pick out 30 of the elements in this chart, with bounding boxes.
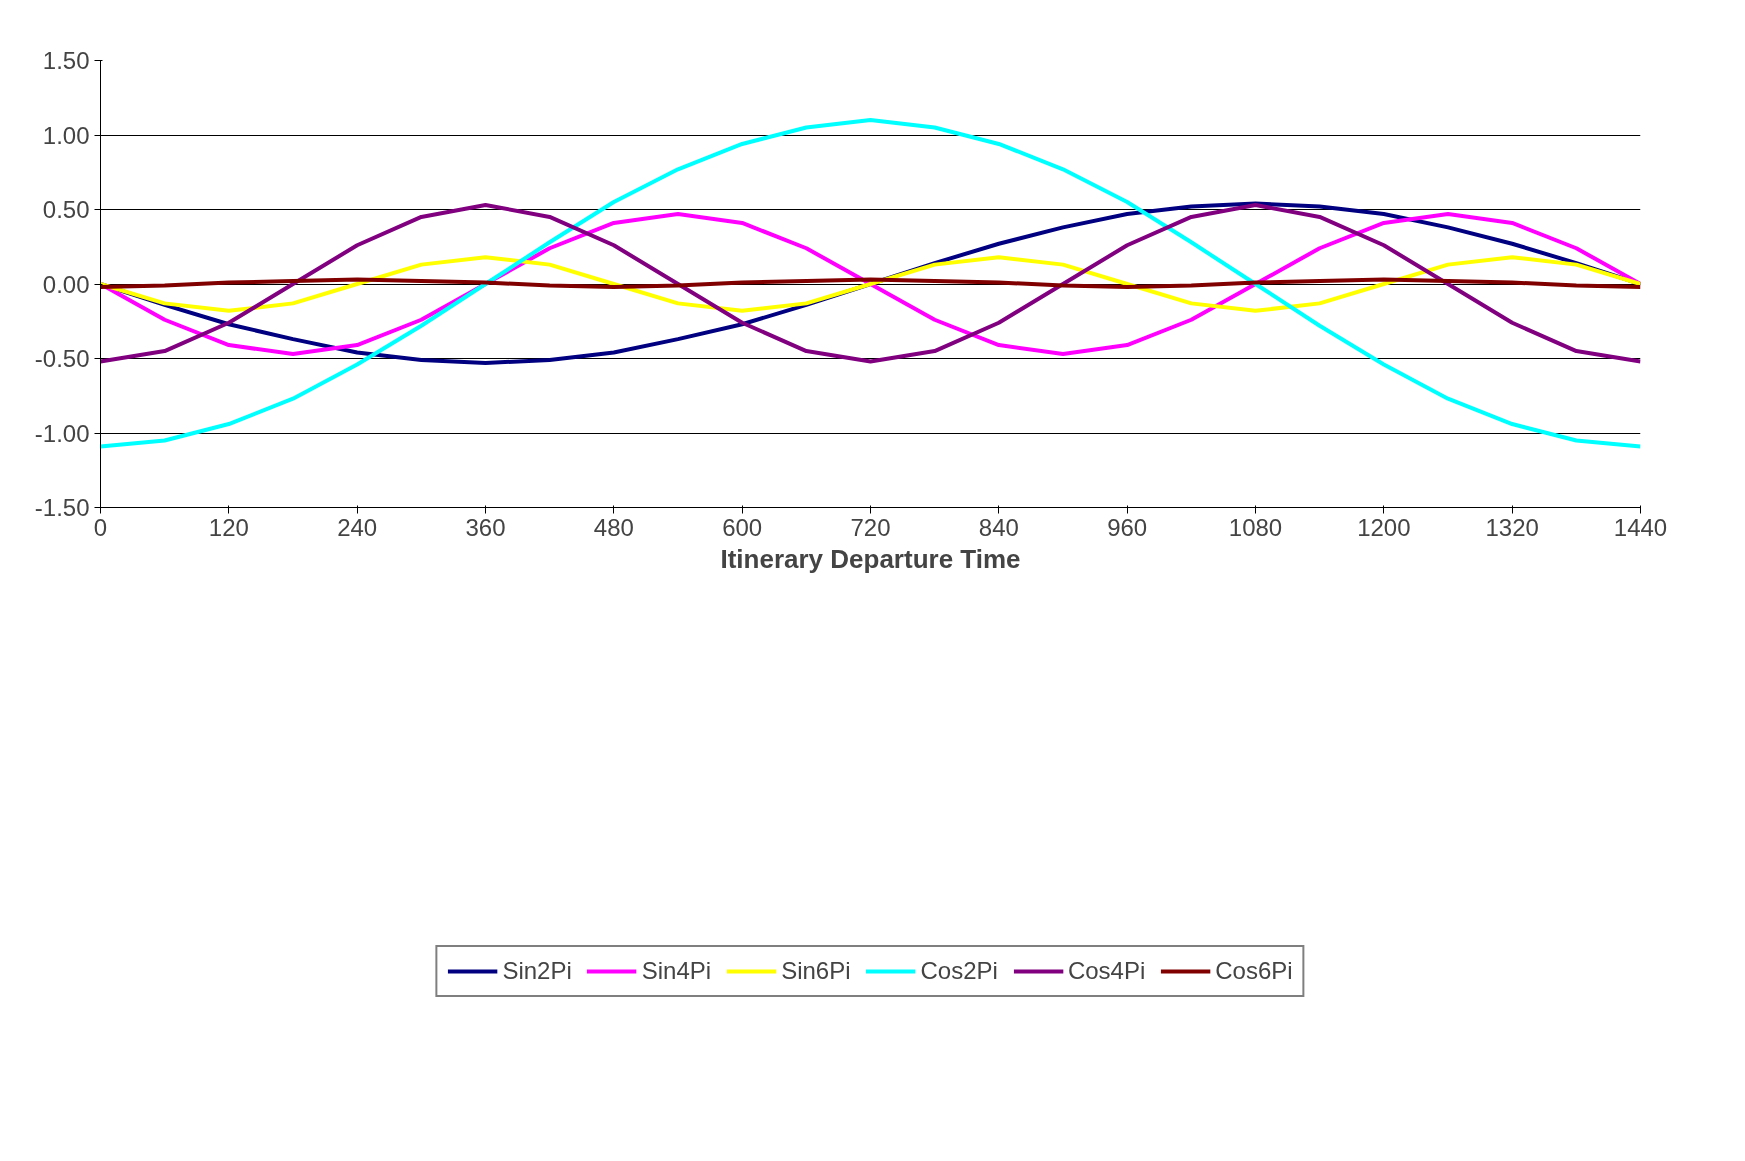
legend-label: Cos6Pi (1215, 957, 1293, 985)
x-axis-title: Itinerary Departure Time (720, 543, 1021, 574)
legend-label: Sin4Pi (641, 957, 712, 985)
x-tick-label: 1080 (1228, 513, 1283, 541)
y-tick-label: 0.50 (42, 196, 90, 223)
y-tick-label: 1.50 (42, 47, 90, 74)
x-tick-label: 840 (978, 513, 1019, 541)
legend-label: Cos4Pi (1067, 957, 1146, 985)
x-tick-label: 720 (850, 513, 891, 541)
x-tick-label: 360 (465, 513, 506, 541)
y-tick-label: -1.00 (34, 419, 90, 447)
y-tick-label: -1.50 (34, 494, 90, 521)
x-tick-label: 240 (337, 513, 378, 541)
line-series (100, 255, 1641, 313)
x-tick-label: 1440 (1613, 513, 1668, 541)
y-tick-label: -0.50 (34, 345, 90, 372)
x-tick-label: 960 (1107, 513, 1148, 541)
line-series (100, 277, 1641, 289)
y-tick-label: 1.00 (42, 121, 90, 149)
line-series (100, 118, 1641, 449)
x-tick-label: 1200 (1357, 513, 1411, 541)
x-tick-label: 120 (208, 513, 249, 541)
x-tick-label: 1320 (1485, 513, 1539, 541)
legend-label: Cos2Pi (920, 957, 998, 985)
legend-label: Sin6Pi (781, 957, 851, 985)
x-tick-label: 600 (722, 513, 763, 541)
x-tick-label: 0 (93, 513, 108, 541)
legend-label: Sin2Pi (502, 957, 572, 985)
y-tick-label: 0.00 (42, 270, 90, 298)
x-tick-label: 480 (593, 513, 634, 541)
